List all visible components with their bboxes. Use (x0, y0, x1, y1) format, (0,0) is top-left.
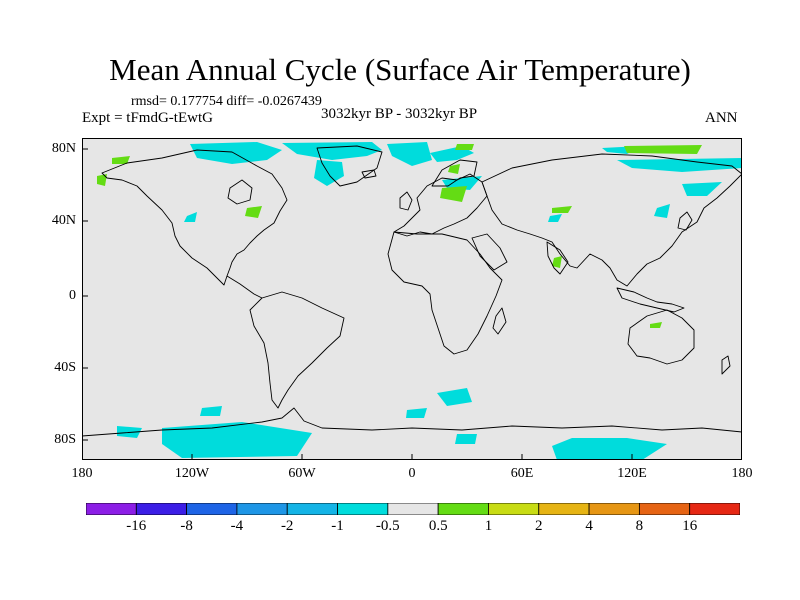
colorbar-label: 0.5 (428, 518, 448, 534)
colorbar-box-1 (135, 503, 188, 515)
colorbar-label: -8 (180, 518, 193, 534)
y-tick-0: 0 (69, 288, 76, 303)
x-tick-120w: 120W (174, 466, 210, 481)
season-label: ANN (705, 110, 738, 126)
colorbar-box-4 (286, 503, 338, 515)
y-tick-80s: 80S (54, 432, 76, 447)
colorbar-box-7 (437, 503, 489, 515)
x-tick-0: 0 (408, 466, 416, 481)
colorbar-label: 2 (535, 518, 543, 534)
colorbar-label: -4 (230, 518, 244, 534)
coastlines (82, 145, 742, 437)
y-tick-40n: 40N (51, 213, 76, 228)
colorbar-box-8 (488, 503, 540, 515)
world-map (82, 138, 742, 460)
chart-title: Mean Annual Cycle (Surface Air Temperatu… (109, 52, 691, 87)
colorbar-label: 8 (635, 518, 644, 534)
colorbar-box-0 (86, 503, 137, 515)
colorbar-label: 16 (682, 518, 698, 534)
positive-anomaly-patches (97, 144, 702, 328)
colorbar-label: -1 (331, 518, 344, 534)
x-tick-180e: 180 (731, 466, 753, 481)
colorbar (86, 503, 740, 515)
colorbar-label: -2 (280, 518, 294, 534)
colorbar-label: 4 (585, 518, 593, 534)
colorbar-box-9 (538, 503, 590, 515)
colorbar-box-6 (387, 503, 439, 515)
period-label: 3032kyr BP - 3032kyr BP (321, 106, 478, 122)
experiment-label: Expt = tFmdG-tEwtG (82, 110, 213, 126)
colorbar-box-10 (588, 503, 640, 515)
y-tick-40s: 40S (54, 360, 76, 375)
y-tick-80n: 80N (51, 141, 76, 156)
x-tick-60e: 60E (510, 466, 534, 481)
x-tick-120e: 120E (617, 466, 647, 481)
colorbar-box-11 (638, 503, 691, 515)
negative-anomaly-patches (117, 142, 742, 460)
colorbar-box-2 (186, 503, 238, 515)
stats-line: rmsd= 0.177754 diff= -0.0267439 (131, 94, 322, 109)
map-background (82, 138, 742, 460)
axis-ticks (82, 148, 633, 460)
colorbar-label: -0.5 (375, 518, 400, 534)
x-tick-60w: 60W (288, 466, 316, 481)
colorbar-label: -16 (126, 518, 147, 534)
x-tick-180w: 180 (71, 466, 93, 481)
colorbar-box-3 (236, 503, 288, 515)
colorbar-box-12 (689, 503, 740, 515)
colorbar-label: 1 (484, 518, 493, 534)
colorbar-box-5 (337, 503, 389, 515)
